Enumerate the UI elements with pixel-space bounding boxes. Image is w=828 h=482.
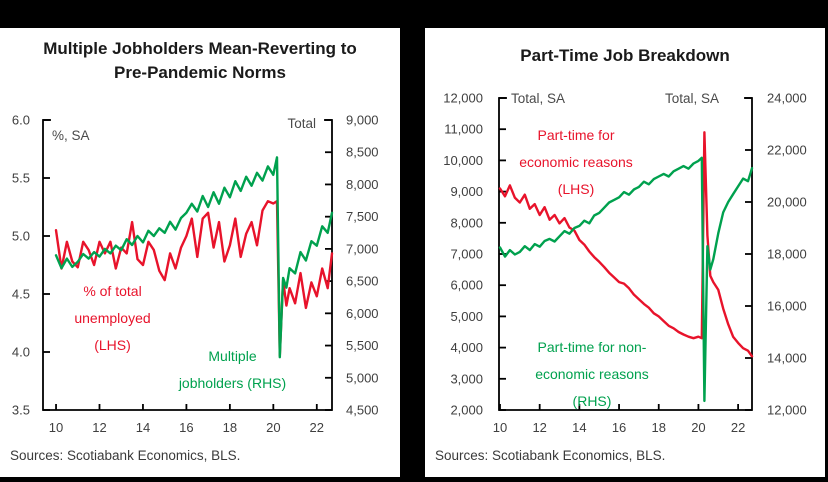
svg-text:16,000: 16,000 <box>767 299 807 314</box>
left-chart-title: Multiple Jobholders Mean-Reverting to Pr… <box>43 39 357 83</box>
bottom-border-bar <box>0 477 828 482</box>
svg-text:12,000: 12,000 <box>443 91 483 106</box>
svg-text:6,500: 6,500 <box>346 274 379 289</box>
svg-text:20: 20 <box>691 420 705 435</box>
axis-tick-labels: 6.0 5.5 5.0 4.5 4.0 3.5 9,000 8,500 8,000 7,500 7,… <box>12 113 379 436</box>
svg-text:5,500: 5,500 <box>346 338 379 353</box>
svg-text:4,000: 4,000 <box>450 340 483 355</box>
legend-pct-of-total-unemployed: % of total unemployed (LHS) <box>74 283 151 353</box>
svg-text:14,000: 14,000 <box>767 351 807 366</box>
svg-text:7,000: 7,000 <box>346 241 379 256</box>
legend-part-time-economic: Part-time for economic reasons (LHS) <box>519 127 633 197</box>
svg-text:6,000: 6,000 <box>346 306 379 321</box>
svg-text:10,000: 10,000 <box>443 153 483 168</box>
svg-text:6.0: 6.0 <box>12 113 30 128</box>
svg-text:22,000: 22,000 <box>767 143 807 158</box>
right-chart-source: Sources: Scotiabank Economics, BLS. <box>435 448 666 463</box>
svg-text:16: 16 <box>179 420 193 435</box>
svg-text:9,000: 9,000 <box>450 184 483 199</box>
svg-text:12,000: 12,000 <box>767 403 807 418</box>
svg-text:10: 10 <box>49 420 63 435</box>
left-chart-rhs-unit-label: Total <box>287 116 316 131</box>
left-chart-lhs-unit-label: %, SA <box>52 128 90 143</box>
series-line-green <box>54 156 334 359</box>
series-line-green <box>498 156 754 403</box>
svg-text:8,000: 8,000 <box>450 215 483 230</box>
svg-text:8,000: 8,000 <box>346 177 379 192</box>
svg-text:7,500: 7,500 <box>346 209 379 224</box>
svg-text:4,500: 4,500 <box>346 403 379 418</box>
right-chart-rhs-unit-label: Total, SA <box>665 91 720 106</box>
svg-text:4.5: 4.5 <box>12 287 30 302</box>
svg-text:3.5: 3.5 <box>12 403 30 418</box>
svg-text:16: 16 <box>612 420 626 435</box>
svg-text:18,000: 18,000 <box>767 247 807 262</box>
left-chart-source: Sources: Scotiabank Economics, BLS. <box>10 448 241 463</box>
svg-text:22: 22 <box>310 420 324 435</box>
series-line-red <box>498 131 754 358</box>
svg-text:5,000: 5,000 <box>450 309 483 324</box>
axis-ticks <box>43 119 332 411</box>
axis-ticks <box>499 97 752 411</box>
svg-text:10: 10 <box>493 420 507 435</box>
svg-text:9,000: 9,000 <box>346 113 379 128</box>
right-chart-lhs-unit-label: Total, SA <box>511 91 566 106</box>
svg-text:11,000: 11,000 <box>444 122 483 137</box>
svg-text:7,000: 7,000 <box>450 247 483 262</box>
svg-text:20,000: 20,000 <box>767 195 807 210</box>
svg-text:24,000: 24,000 <box>767 91 807 106</box>
svg-text:2,000: 2,000 <box>450 403 483 418</box>
right-chart-title: Part-Time Job Breakdown <box>520 46 730 65</box>
svg-text:14: 14 <box>572 420 586 435</box>
svg-text:3,000: 3,000 <box>450 371 483 386</box>
left-chart-panel: Multiple Jobholders Mean-Reverting to Pr… <box>0 28 400 477</box>
svg-text:5.5: 5.5 <box>12 171 30 186</box>
svg-text:8,500: 8,500 <box>346 145 379 160</box>
svg-text:4.0: 4.0 <box>12 345 30 360</box>
legend-multiple-jobholders: Multiple jobholders (RHS) <box>178 348 287 391</box>
axis-tick-labels: 12,000 11,000 10,000 9,000 8,000 7,000 6,000 5,… <box>443 91 807 436</box>
svg-text:20: 20 <box>266 420 280 435</box>
right-chart-canvas: 12,000 11,000 10,000 9,000 8,000 7,000 6,000 5,… <box>443 91 807 436</box>
svg-text:12: 12 <box>532 420 546 435</box>
svg-text:5,000: 5,000 <box>346 370 379 385</box>
svg-text:5.0: 5.0 <box>12 229 30 244</box>
right-chart-panel: Part-Time Job Breakdown 12,000 11,000 10,0… <box>425 28 825 477</box>
svg-text:18: 18 <box>223 420 237 435</box>
svg-text:14: 14 <box>136 420 150 435</box>
left-chart-canvas: 6.0 5.5 5.0 4.5 4.0 3.5 9,000 8,500 8,000 7,500 7,… <box>12 113 379 436</box>
legend-part-time-non-economic: Part-time for non- economic reasons (RHS… <box>535 339 649 409</box>
svg-text:22: 22 <box>731 420 745 435</box>
panel-divider <box>400 0 425 482</box>
svg-text:18: 18 <box>652 420 666 435</box>
svg-text:6,000: 6,000 <box>450 278 483 293</box>
svg-text:12: 12 <box>92 420 106 435</box>
